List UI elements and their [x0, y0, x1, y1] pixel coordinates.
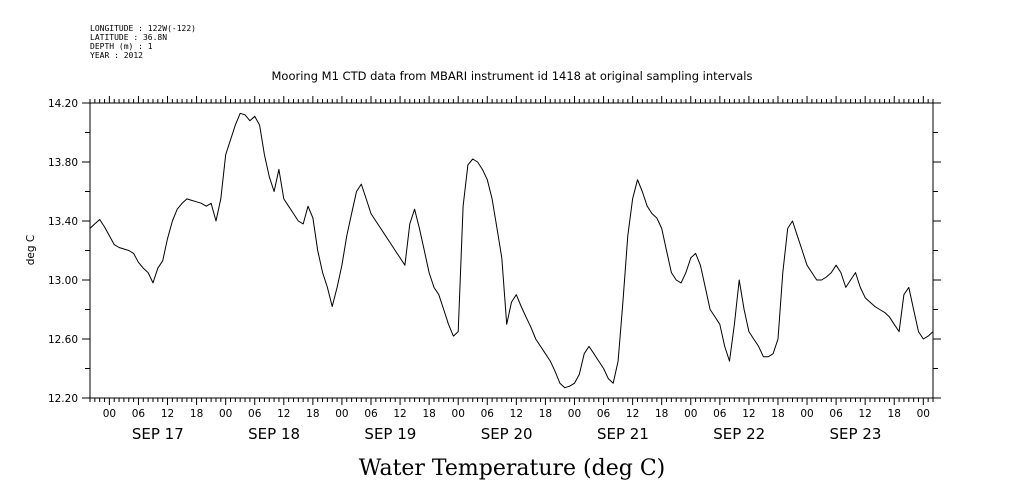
chart-title: Mooring M1 CTD data from MBARI instrumen…: [272, 69, 753, 83]
x-day-label: SEP 20: [481, 425, 533, 443]
x-tick-label: 00: [103, 408, 116, 420]
x-tick-label: 06: [364, 408, 378, 420]
series-layer: [89, 112, 934, 389]
x-tick-label: 12: [277, 408, 290, 420]
x-day-label: SEP 22: [713, 425, 765, 443]
x-tick-label: 12: [742, 408, 755, 420]
year-label: YEAR : 2012: [90, 51, 143, 60]
x-day-label: SEP 19: [364, 425, 416, 443]
x-tick-label: 12: [161, 408, 174, 420]
y-tick-label: 12.20: [48, 393, 78, 405]
x-tick-label: 18: [888, 408, 901, 420]
x-tick-label: 00: [917, 408, 930, 420]
plot-frame: [89, 102, 934, 399]
x-tick-label: 00: [800, 408, 813, 420]
y-tick-label: 13.40: [48, 216, 78, 228]
x-tick-label: 00: [568, 408, 581, 420]
y-tick-label: 12.60: [48, 334, 78, 346]
x-tick-label: 00: [219, 408, 232, 420]
x-axis-title: Water Temperature (deg C): [359, 456, 666, 481]
x-tick-label: 18: [771, 408, 784, 420]
x-tick-label: 18: [655, 408, 668, 420]
x-day-label: SEP 17: [132, 425, 184, 443]
x-tick-label: 12: [858, 408, 871, 420]
x-tick-label: 18: [306, 408, 319, 420]
x-tick-label: 06: [829, 408, 843, 420]
x-day-label: SEP 21: [597, 425, 649, 443]
depth-label: DEPTH (m) : 1: [90, 42, 153, 51]
x-tick-label: 12: [626, 408, 639, 420]
series-line: [89, 112, 934, 389]
x-tick-label: 00: [684, 408, 697, 420]
x-tick-label: 18: [539, 408, 552, 420]
x-day-label: SEP 18: [248, 425, 300, 443]
x-tick-label: 12: [510, 408, 523, 420]
y-axis: 12.20 12.60 13.00 13.40 13.80 14.20: [48, 98, 941, 405]
x-axis: 00 06 12 18 00 06 12 18 00 06 12 18 00 06 12 18 00 06 12 18…: [89, 96, 934, 443]
x-tick-label: 18: [422, 408, 435, 420]
y-tick-label: 13.80: [48, 157, 78, 169]
x-tick-label: 00: [452, 408, 465, 420]
x-tick-label: 06: [248, 408, 262, 420]
x-tick-label: 06: [132, 408, 146, 420]
x-tick-label: 06: [713, 408, 727, 420]
x-tick-label: 06: [597, 408, 611, 420]
x-tick-label: 06: [481, 408, 495, 420]
y-tick-label: 14.20: [48, 98, 78, 110]
x-tick-label: 00: [335, 408, 348, 420]
x-day-label: SEP 23: [830, 425, 882, 443]
longitude-label: LONGITUDE : 122W(-122): [90, 24, 196, 33]
y-axis-label: deg C: [25, 235, 37, 265]
latitude-label: LATITUDE : 36.8N: [90, 33, 167, 42]
x-tick-label: 12: [393, 408, 406, 420]
y-tick-label: 13.00: [48, 275, 78, 287]
x-tick-label: 18: [190, 408, 203, 420]
